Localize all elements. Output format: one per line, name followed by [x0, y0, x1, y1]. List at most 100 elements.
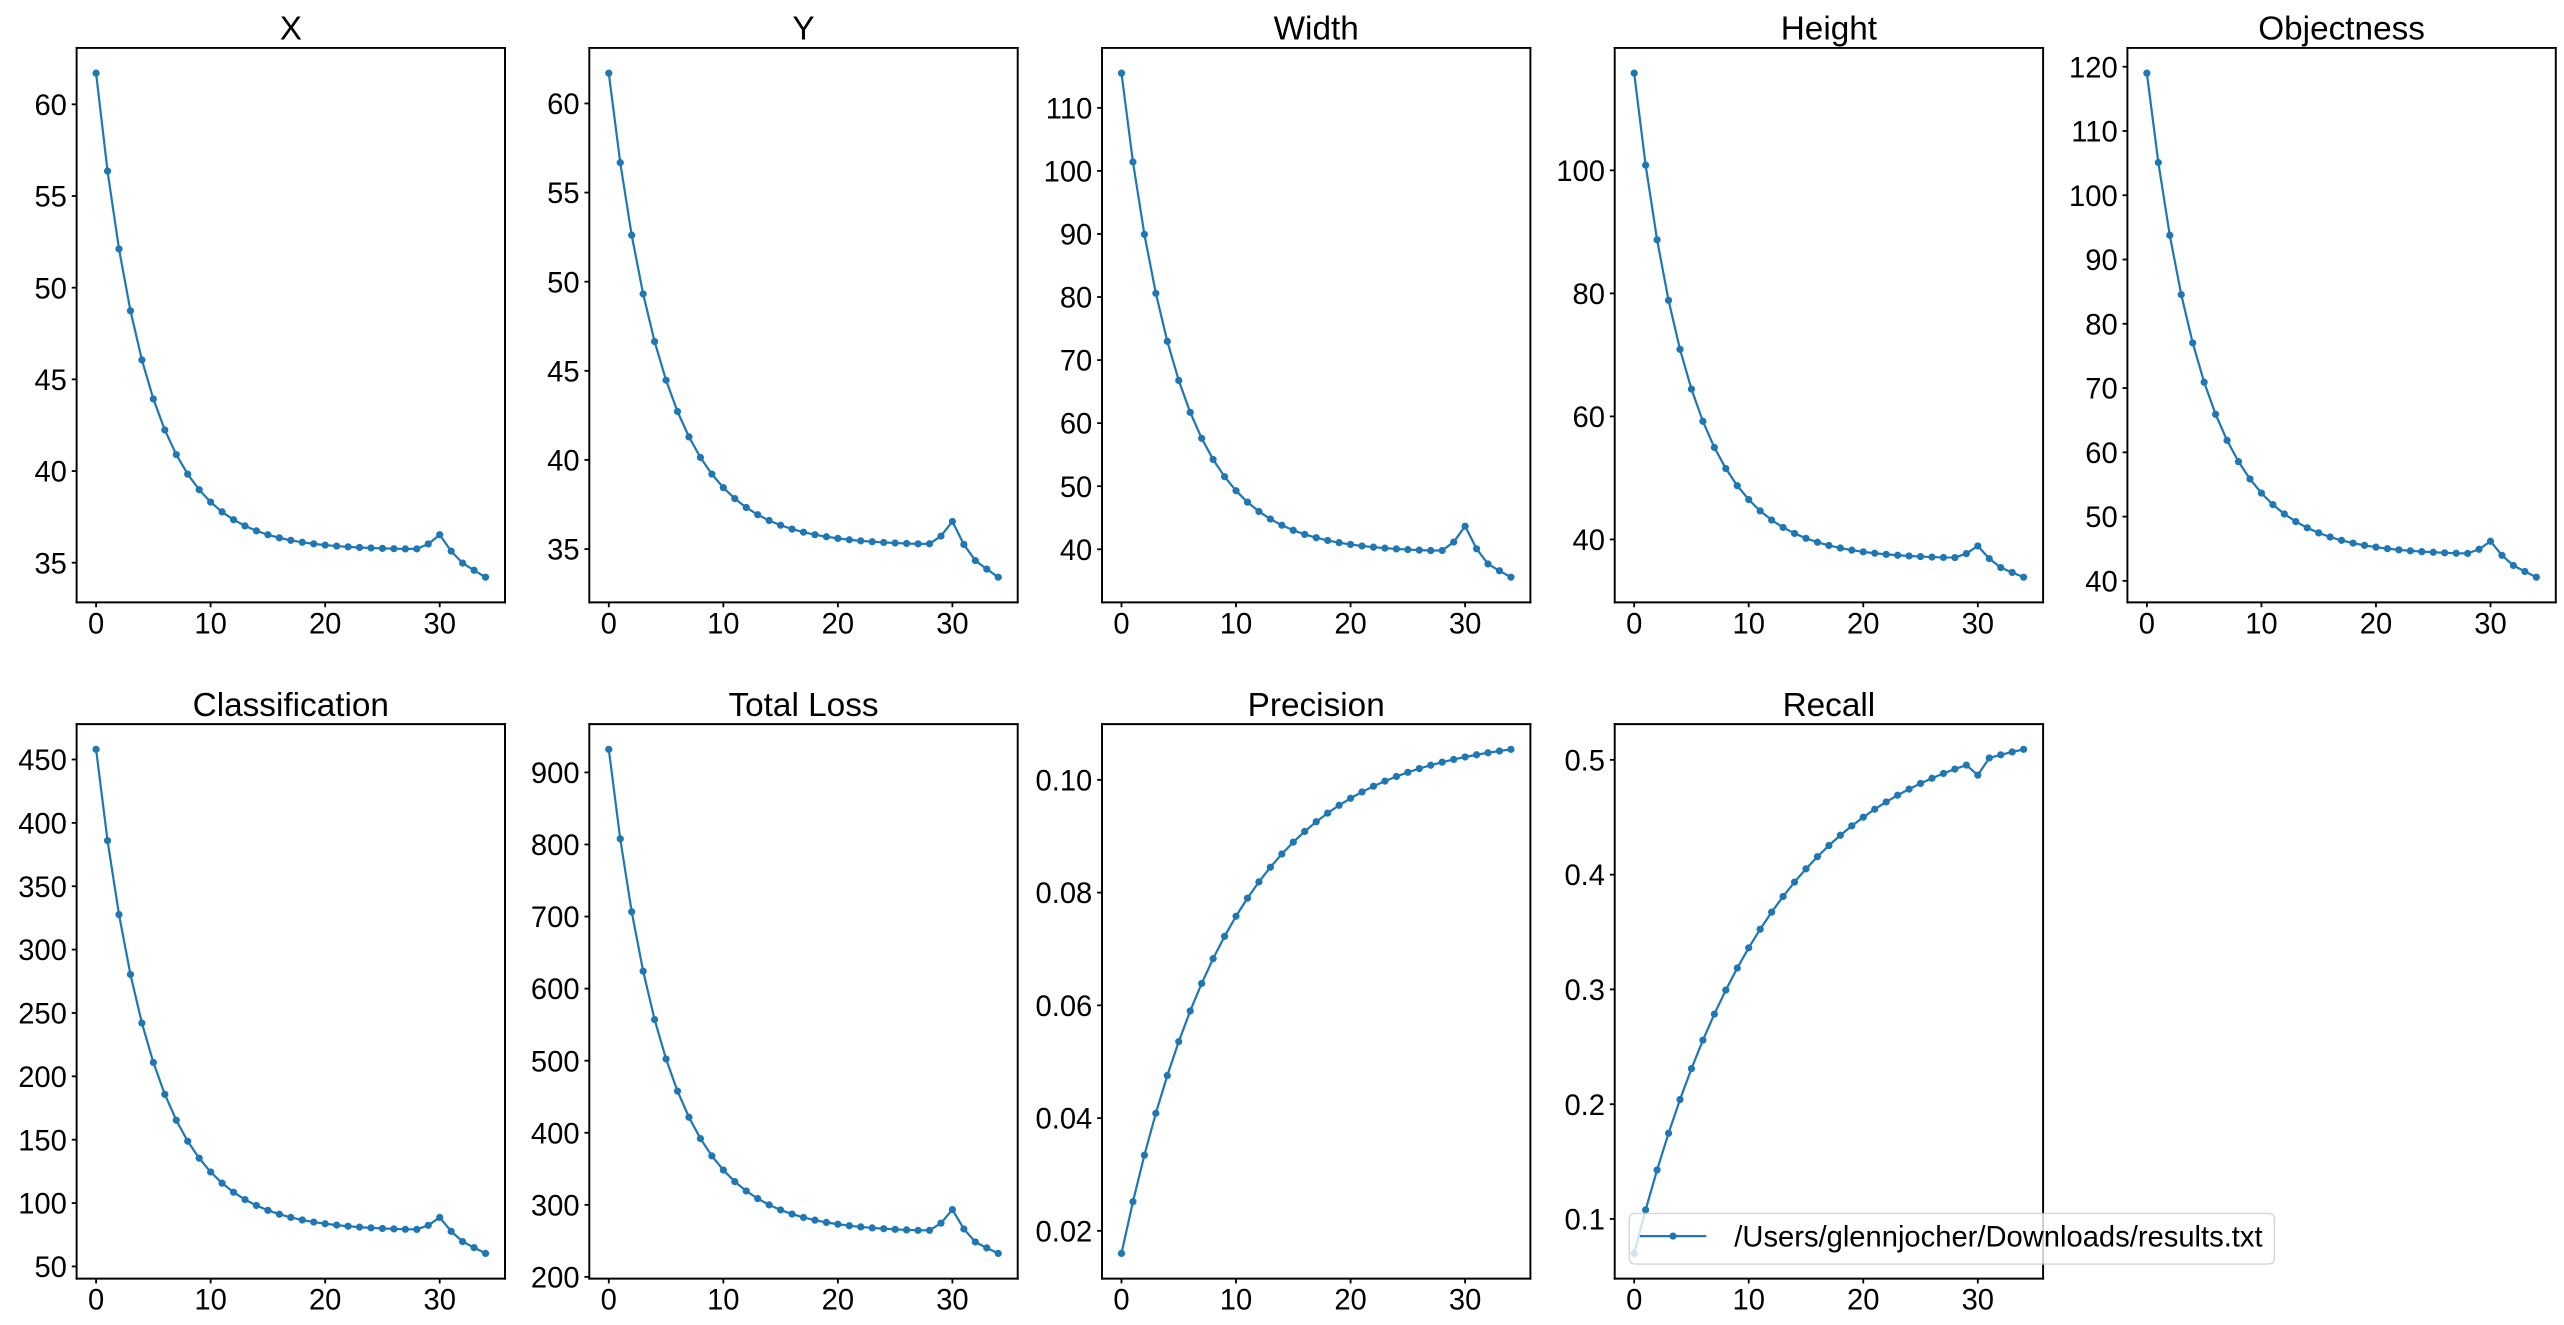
svg-text:700: 700 — [531, 902, 580, 934]
svg-text:40: 40 — [1060, 535, 1092, 567]
svg-text:35: 35 — [34, 548, 66, 580]
svg-text:40: 40 — [2085, 566, 2117, 598]
svg-text:100: 100 — [18, 1189, 67, 1221]
svg-text:Classification: Classification — [193, 687, 389, 724]
svg-text:0: 0 — [601, 608, 617, 640]
svg-text:400: 400 — [531, 1118, 580, 1150]
svg-text:300: 300 — [18, 935, 67, 967]
svg-text:0.5: 0.5 — [1564, 745, 1605, 777]
svg-text:0.06: 0.06 — [1036, 991, 1093, 1023]
svg-text:30: 30 — [1962, 608, 1994, 640]
svg-text:350: 350 — [18, 872, 67, 904]
svg-text:10: 10 — [194, 1284, 226, 1316]
svg-text:0.3: 0.3 — [1564, 975, 1605, 1007]
svg-text:45: 45 — [34, 365, 66, 397]
svg-text:30: 30 — [1449, 1284, 1481, 1316]
svg-text:400: 400 — [18, 808, 67, 840]
svg-text:40: 40 — [1573, 525, 1605, 557]
svg-text:80: 80 — [2085, 309, 2117, 341]
svg-text:10: 10 — [194, 608, 226, 640]
svg-text:0: 0 — [601, 1284, 617, 1316]
svg-text:100: 100 — [1044, 156, 1093, 188]
svg-text:30: 30 — [423, 1284, 455, 1316]
svg-text:10: 10 — [707, 1284, 739, 1316]
svg-text:0.2: 0.2 — [1564, 1090, 1605, 1122]
svg-text:90: 90 — [2085, 245, 2117, 277]
svg-text:Precision: Precision — [1248, 687, 1385, 724]
svg-text:60: 60 — [2085, 438, 2117, 470]
svg-text:20: 20 — [2360, 608, 2392, 640]
svg-text:20: 20 — [822, 608, 854, 640]
svg-text:10: 10 — [1220, 608, 1252, 640]
svg-text:60: 60 — [547, 89, 579, 121]
svg-text:/Users/glennjocher/Downloads/r: /Users/glennjocher/Downloads/results.txt — [1734, 1221, 2262, 1253]
svg-text:50: 50 — [2085, 502, 2117, 534]
svg-text:100: 100 — [2069, 181, 2118, 213]
svg-text:0.1: 0.1 — [1564, 1205, 1605, 1237]
svg-text:50: 50 — [1060, 472, 1092, 504]
svg-text:20: 20 — [822, 1284, 854, 1316]
svg-text:60: 60 — [34, 90, 66, 122]
svg-text:50: 50 — [34, 1252, 66, 1284]
svg-text:200: 200 — [18, 1062, 67, 1094]
svg-text:10: 10 — [707, 608, 739, 640]
svg-text:40: 40 — [34, 457, 66, 489]
svg-text:10: 10 — [1733, 608, 1765, 640]
svg-text:55: 55 — [547, 178, 579, 210]
svg-text:40: 40 — [547, 446, 579, 478]
svg-text:300: 300 — [531, 1190, 580, 1222]
svg-text:0.04: 0.04 — [1036, 1104, 1093, 1136]
svg-text:0: 0 — [1113, 1284, 1129, 1316]
svg-text:10: 10 — [1733, 1284, 1765, 1316]
svg-text:200: 200 — [531, 1262, 580, 1294]
svg-text:20: 20 — [1334, 608, 1366, 640]
svg-text:50: 50 — [547, 267, 579, 299]
svg-text:35: 35 — [547, 535, 579, 567]
svg-text:500: 500 — [531, 1046, 580, 1078]
svg-text:0: 0 — [1626, 1284, 1642, 1316]
svg-text:0: 0 — [88, 1284, 104, 1316]
svg-text:30: 30 — [423, 608, 455, 640]
svg-text:120: 120 — [2069, 52, 2118, 84]
svg-text:0: 0 — [88, 608, 104, 640]
svg-text:10: 10 — [2245, 608, 2277, 640]
svg-text:80: 80 — [1060, 283, 1092, 315]
svg-text:Objectness: Objectness — [2258, 11, 2425, 48]
svg-text:60: 60 — [1573, 402, 1605, 434]
svg-text:150: 150 — [18, 1125, 67, 1157]
svg-text:0: 0 — [2139, 608, 2155, 640]
svg-text:0.4: 0.4 — [1564, 860, 1605, 892]
svg-text:Width: Width — [1274, 11, 1359, 48]
svg-text:20: 20 — [1334, 1284, 1366, 1316]
svg-text:55: 55 — [34, 182, 66, 214]
svg-text:80: 80 — [1573, 279, 1605, 311]
svg-text:Y: Y — [792, 11, 814, 48]
svg-text:0.10: 0.10 — [1036, 765, 1093, 797]
svg-text:20: 20 — [1847, 608, 1879, 640]
svg-text:110: 110 — [1046, 93, 1092, 125]
svg-text:0: 0 — [1113, 608, 1129, 640]
svg-text:250: 250 — [18, 999, 67, 1031]
svg-text:600: 600 — [531, 974, 580, 1006]
svg-text:50: 50 — [34, 273, 66, 305]
svg-text:70: 70 — [2085, 374, 2117, 406]
svg-text:30: 30 — [1449, 608, 1481, 640]
svg-text:20: 20 — [309, 1284, 341, 1316]
svg-text:800: 800 — [531, 830, 580, 862]
svg-text:Height: Height — [1781, 11, 1878, 48]
svg-text:70: 70 — [1060, 346, 1092, 378]
svg-text:Recall: Recall — [1783, 687, 1876, 724]
svg-text:60: 60 — [1060, 409, 1092, 441]
svg-text:30: 30 — [1962, 1284, 1994, 1316]
svg-text:30: 30 — [2474, 608, 2506, 640]
svg-text:0: 0 — [1626, 608, 1642, 640]
svg-text:45: 45 — [547, 356, 579, 388]
svg-text:90: 90 — [1060, 220, 1092, 252]
svg-text:0.08: 0.08 — [1036, 878, 1093, 910]
svg-text:100: 100 — [1556, 156, 1605, 188]
svg-text:20: 20 — [1847, 1284, 1879, 1316]
svg-text:Total Loss: Total Loss — [728, 687, 878, 724]
svg-text:30: 30 — [936, 1284, 968, 1316]
svg-text:20: 20 — [309, 608, 341, 640]
svg-text:110: 110 — [2071, 117, 2117, 149]
